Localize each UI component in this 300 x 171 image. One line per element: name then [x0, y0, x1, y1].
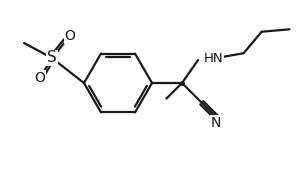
Text: HN: HN — [204, 52, 224, 65]
Text: N: N — [211, 116, 221, 130]
Text: O: O — [64, 29, 75, 43]
Text: S: S — [47, 50, 57, 65]
Text: O: O — [34, 71, 45, 85]
